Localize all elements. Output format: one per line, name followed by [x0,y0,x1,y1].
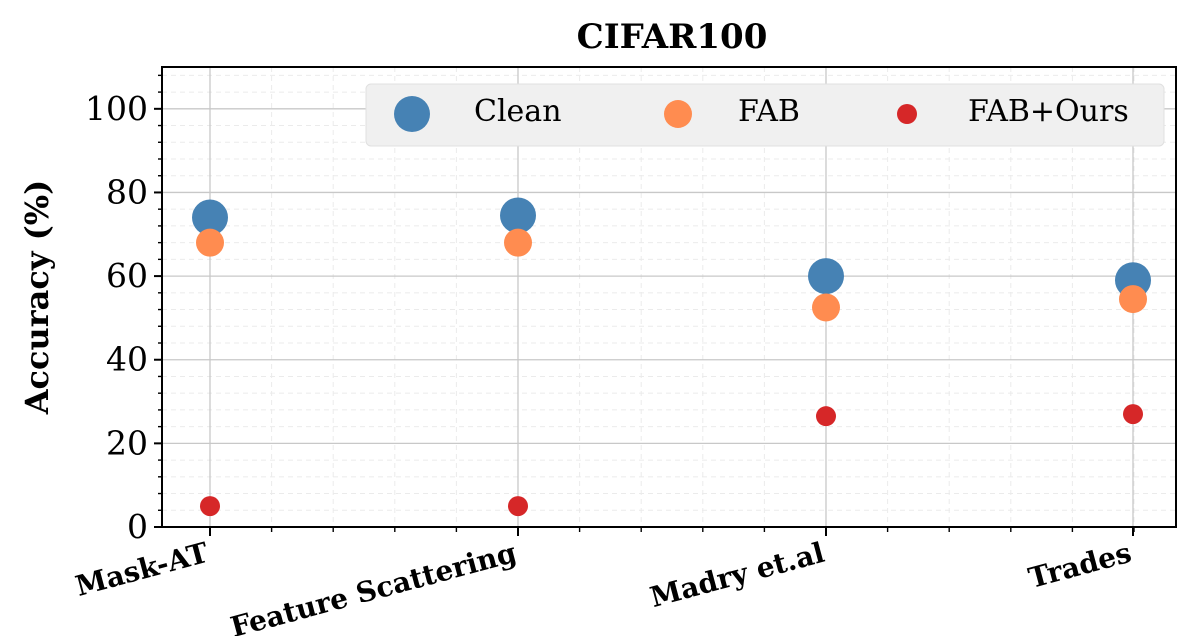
y-tick-label: 0 [127,507,148,546]
x-tick-label: Madry et.al [647,536,828,614]
x-tick-label: Feature Scattering [227,536,520,636]
point-fab-ours [1123,404,1143,425]
legend: Clean FAB FAB+Ours [365,83,1165,147]
legend-marker-fab [664,100,692,128]
x-tick-label: Trades [1025,536,1135,595]
y-tick-label: 100 [85,89,148,128]
y-axis: 0 20 40 60 80 100 [85,74,162,546]
point-fab-ours [200,496,220,517]
y-tick-label: 80 [106,172,148,211]
y-axis-label: Accuracy (%) [18,180,56,416]
x-axis: Mask-AT Feature Scattering Madry et.al Trad… [72,527,1135,636]
plot-frame [161,66,1177,528]
point-fab [812,293,840,322]
point-fab [504,228,532,257]
point-fab [1119,285,1147,314]
legend-label-clean: Clean [474,94,562,129]
chart-title: CIFAR100 [577,17,768,57]
legend-marker-clean [394,96,430,132]
point-clean [192,199,228,236]
legend-box [365,83,1165,147]
point-clean [808,258,844,295]
legend-label-fab-ours: FAB+Ours [968,94,1129,129]
point-fab-ours [508,496,528,517]
point-fab [196,228,224,257]
legend-marker-fab-ours [897,104,917,124]
legend-label-fab: FAB [738,94,800,129]
y-tick-label: 20 [106,423,148,462]
y-tick-label: 60 [106,256,148,295]
y-tick-label: 40 [106,340,148,379]
point-fab-ours [816,406,836,427]
data-points [192,197,1151,517]
point-clean [500,197,536,234]
